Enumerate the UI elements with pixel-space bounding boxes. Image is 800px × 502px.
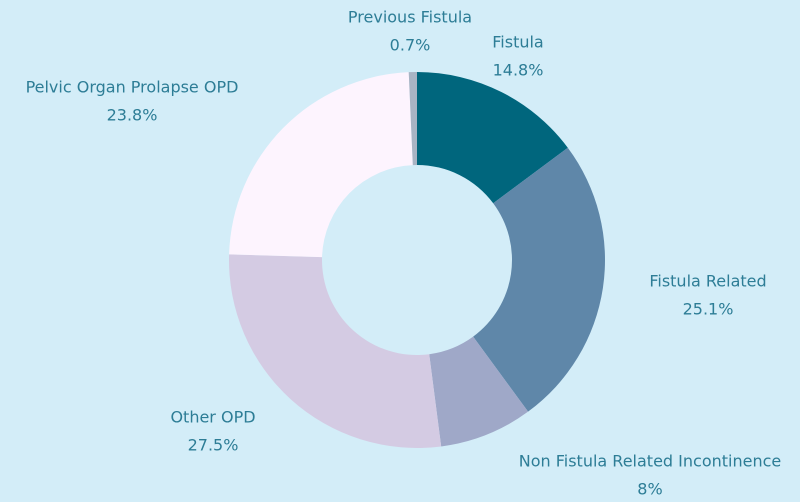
slice-value-label: 0.7% bbox=[390, 36, 431, 55]
slice-value-label: 14.8% bbox=[493, 61, 544, 80]
slice-value-label: 23.8% bbox=[107, 106, 158, 125]
slice-label: Other OPD bbox=[170, 408, 255, 427]
donut-slice bbox=[429, 336, 529, 447]
slice-label: Non Fistula Related Incontinence bbox=[519, 452, 781, 471]
donut-slice bbox=[408, 72, 417, 166]
donut-slice bbox=[473, 147, 605, 412]
slice-value-label: 8% bbox=[637, 480, 662, 499]
slice-label: Pelvic Organ Prolapse OPD bbox=[26, 78, 239, 97]
slice-value-label: 27.5% bbox=[188, 436, 239, 455]
slice-label: Fistula bbox=[492, 33, 543, 52]
donut-slice bbox=[417, 72, 568, 204]
slice-label: Fistula Related bbox=[649, 272, 766, 291]
donut-slice bbox=[229, 72, 413, 258]
donut-slice bbox=[229, 254, 442, 448]
slice-value-label: 25.1% bbox=[683, 300, 734, 319]
slice-label: Previous Fistula bbox=[348, 8, 472, 27]
